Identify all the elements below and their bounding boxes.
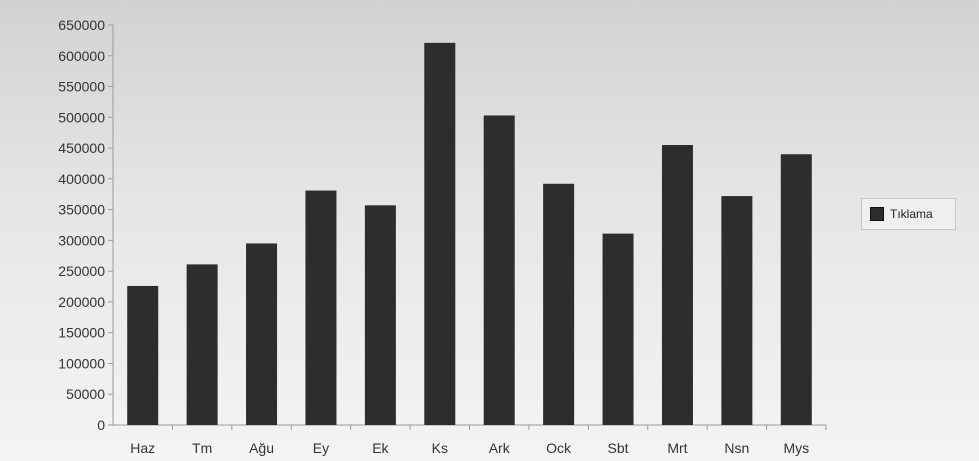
- y-tick-label: 50000: [66, 386, 105, 402]
- y-tick-label: 400000: [58, 171, 105, 187]
- x-tick-label: Mys: [783, 440, 809, 456]
- x-tick-label: Ek: [372, 440, 389, 456]
- y-tick-label: 450000: [58, 140, 105, 156]
- bar: [424, 42, 456, 425]
- x-tick-label: Ağu: [249, 440, 274, 456]
- x-tick-label: Tm: [192, 440, 212, 456]
- bar: [246, 243, 278, 425]
- bar: [721, 196, 753, 425]
- x-tick-label: Sbt: [608, 440, 629, 456]
- y-tick-label: 0: [97, 417, 105, 433]
- bar: [543, 183, 575, 425]
- y-tick-label: 550000: [58, 79, 105, 95]
- legend-swatch: [870, 207, 884, 221]
- legend: Tıklama: [861, 198, 956, 230]
- y-tick-label: 250000: [58, 263, 105, 279]
- bar: [305, 190, 337, 425]
- x-tick-label: Ark: [489, 440, 511, 456]
- x-tick-label: Mrt: [667, 440, 687, 456]
- x-tick-label: Ks: [432, 440, 448, 456]
- y-tick-label: 100000: [58, 355, 105, 371]
- bar: [661, 145, 693, 425]
- bar: [364, 205, 396, 425]
- y-tick-label: 350000: [58, 202, 105, 218]
- y-tick-label: 600000: [58, 48, 105, 64]
- x-tick-label: Ey: [313, 440, 329, 456]
- bar: [602, 233, 634, 425]
- legend-label: Tıklama: [890, 207, 933, 221]
- y-tick-label: 300000: [58, 232, 105, 248]
- bar: [483, 115, 515, 425]
- bar: [127, 285, 159, 425]
- x-tick-label: Ock: [546, 440, 572, 456]
- y-tick-label: 500000: [58, 109, 105, 125]
- x-tick-label: Haz: [130, 440, 155, 456]
- y-tick-label: 650000: [58, 17, 105, 33]
- y-tick-label: 200000: [58, 294, 105, 310]
- x-tick-label: Nsn: [724, 440, 749, 456]
- bar: [186, 264, 218, 425]
- bar: [780, 154, 812, 425]
- y-tick-label: 150000: [58, 325, 105, 341]
